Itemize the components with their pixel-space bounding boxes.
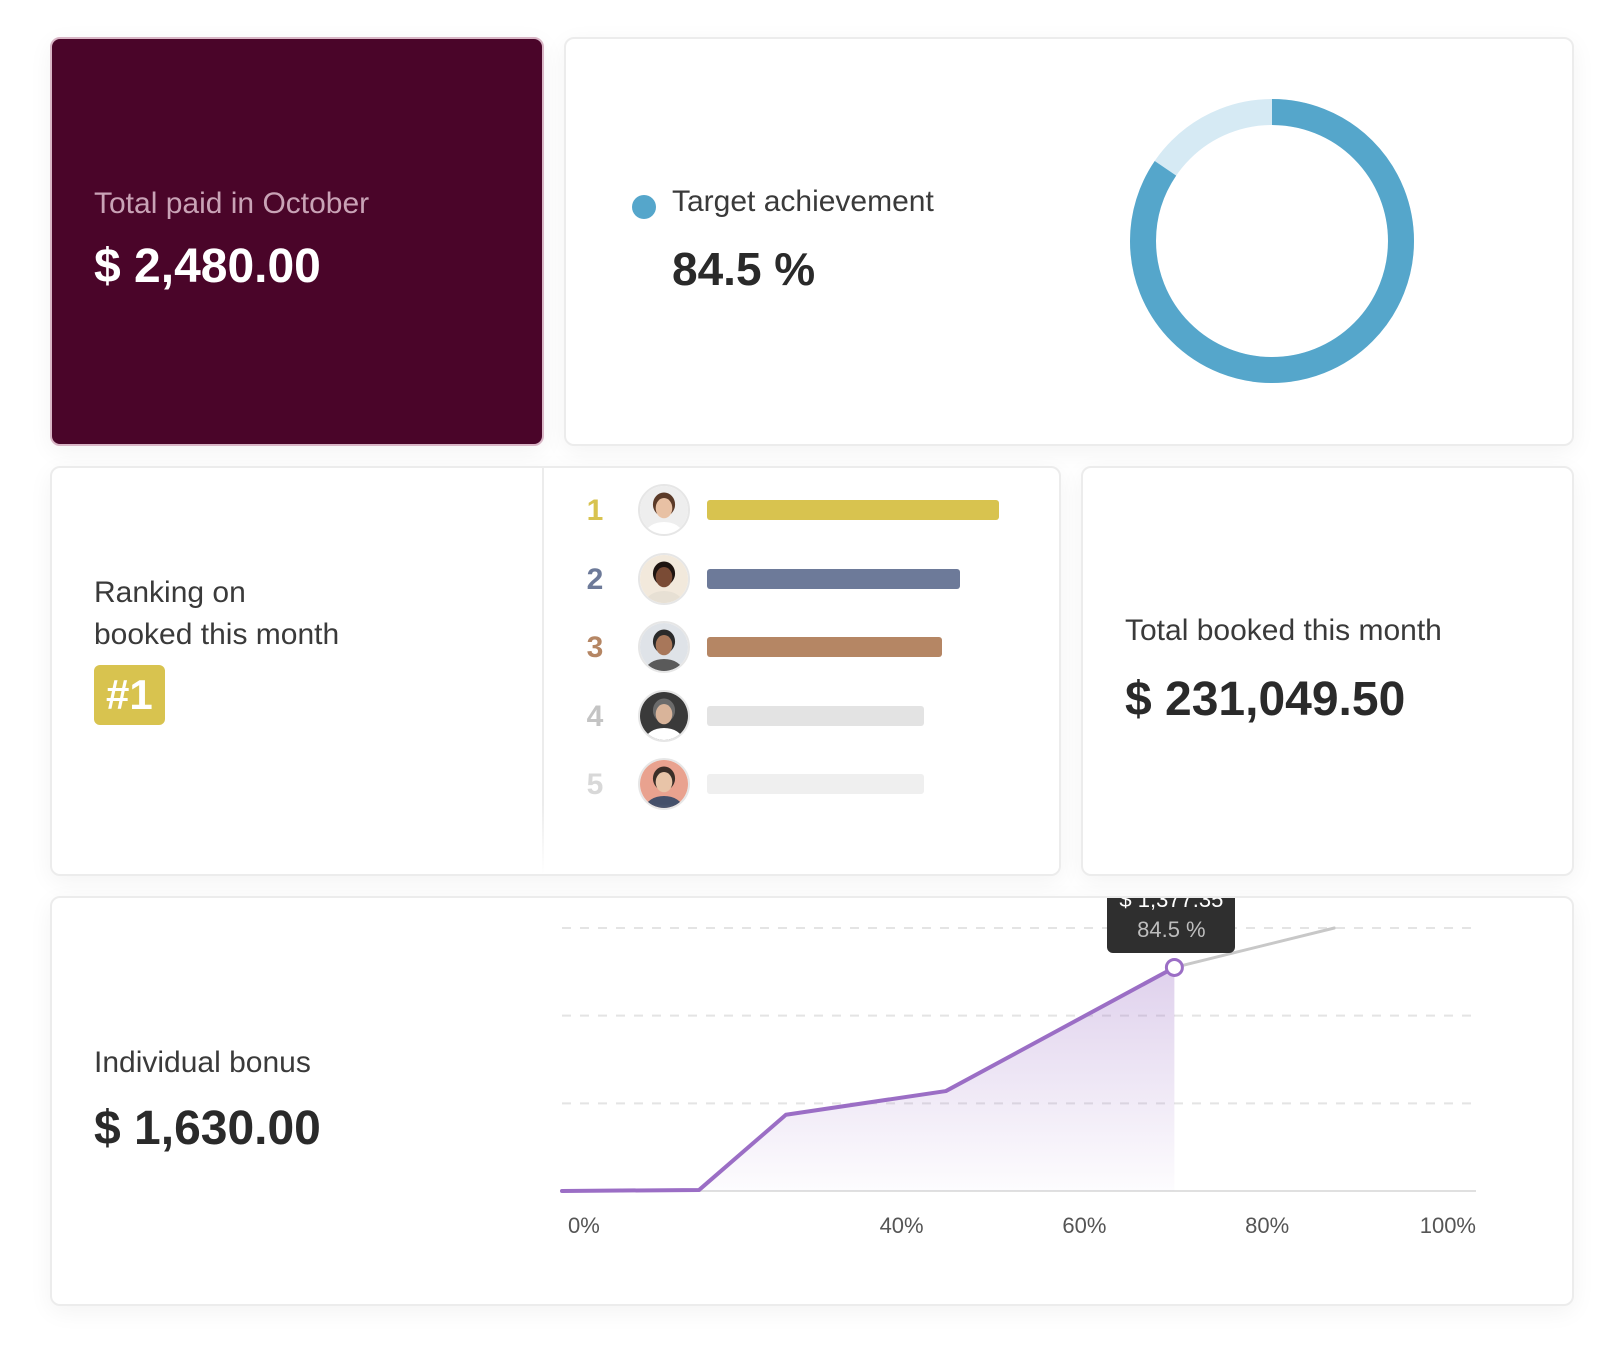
x-tick-label: 0% [568,1213,600,1238]
ranking-bar [707,774,924,794]
target-achievement-card: Target achievement 84.5 % [564,37,1574,446]
target-donut-chart [1130,99,1414,383]
target-legend-dot [632,195,656,219]
individual-bonus-value: $ 1,630.00 [94,1102,321,1155]
total-booked-value: $ 231,049.50 [1125,673,1406,726]
tooltip-value: $ 1,377.35 [1119,896,1224,913]
ranking-bar [707,637,942,657]
target-achievement-value: 84.5 % [672,243,816,295]
bonus-line-chart: 0% 40% 60% 80% 100% [560,926,1476,1238]
tooltip-percent: 84.5 % [1137,917,1206,943]
total-booked-label: Total booked this month [1125,614,1442,647]
bonus-line-achieved [560,965,1177,1193]
avatar-person-4 [638,689,690,742]
target-achievement-label: Target achievement [672,185,934,218]
ranking-row: 1 [582,484,1032,540]
ranking-label: Ranking on booked this month [94,572,514,656]
chart-area [562,967,1175,1191]
avatar-person-1 [638,484,690,536]
ranking-position: 2 [586,562,604,596]
ranking-list-fade [532,804,1059,874]
ranking-row: 3 [582,621,1032,677]
individual-bonus-label: Individual bonus [94,1046,311,1079]
ranking-label-line-1: Ranking on [94,576,246,609]
bonus-area-fill [562,967,1175,1191]
ranking-position: 4 [586,699,604,733]
ranking-position: 3 [586,631,604,664]
ranking-bar [707,500,999,520]
chart-tooltip: $ 1,377.35 84.5 % [1107,896,1236,954]
current-point-marker [1164,957,1184,977]
total-paid-card: Total paid in October $ 2,480.00 [50,37,544,446]
bonus-line-remaining [1172,926,1336,969]
avatar-person-5 [638,758,690,810]
chart-lines [560,926,1336,1193]
ranking-bar [707,568,960,589]
ranking-badge: #1 [94,665,165,725]
ranking-bar [707,705,924,726]
avatar-person-2 [638,552,690,605]
x-tick-label: 80% [1245,1213,1289,1238]
x-tick-label: 100% [1420,1213,1476,1238]
ranking-row: 4 [582,689,1032,746]
ranking-card: Ranking on booked this month #1 1 2 3 4 5 [50,466,1061,876]
x-tick-label: 40% [880,1213,924,1238]
total-paid-label: Total paid in October [94,187,370,220]
ranking-row: 2 [582,552,1032,609]
ranking-position: 5 [586,768,604,801]
total-paid-value: $ 2,480.00 [94,240,321,293]
x-tick-label: 60% [1062,1213,1106,1238]
ranking-label-line-2: booked this month [94,618,340,651]
donut-progress-arc [1130,99,1414,383]
chart-x-ticks: 0% 40% 60% 80% 100% [568,1213,1476,1238]
ranking-divider [542,468,544,874]
ranking-position: 1 [586,494,604,527]
total-booked-card: Total booked this month $ 231,049.50 [1081,466,1574,876]
individual-bonus-card: Individual bonus $ 1,630.00 0% 40% 60% 80% 1… [50,896,1574,1306]
avatar-person-3 [638,621,690,673]
